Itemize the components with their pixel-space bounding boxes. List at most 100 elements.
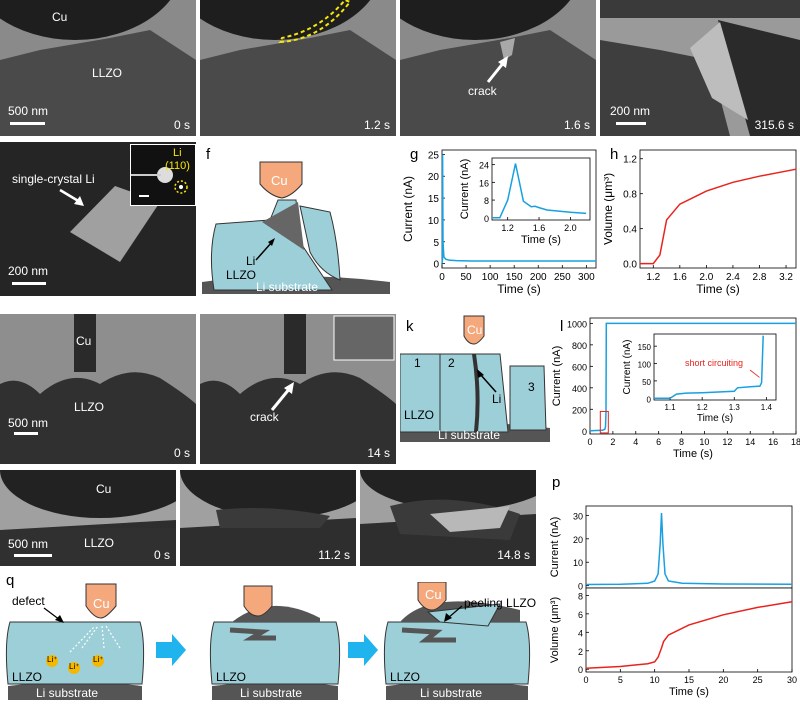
tem-e-li-label: single-crystal Li — [12, 172, 95, 186]
tem-d-drawing — [600, 0, 800, 136]
tem-a-drawing — [0, 0, 196, 136]
panel-label-g: g — [410, 146, 419, 163]
tem-image-m: Cu LLZO 500 nm 0 s — [0, 470, 176, 566]
schematic-f-li: Li — [246, 254, 256, 268]
chart-l-inset-xtick-label-1: 1.2 — [697, 403, 709, 412]
chart-h-xtick-label-0: 1.2 — [646, 272, 660, 283]
chart-l-xtick-label-6: 12 — [722, 437, 732, 447]
chart-g-inset-ytick-label-3: 24 — [479, 161, 489, 171]
chart-p-bottom-frame — [585, 587, 793, 673]
schematic-f-llzo: LLZO — [226, 268, 257, 282]
tem-a-time: 0 s — [173, 118, 190, 132]
panel-label-l: l — [560, 318, 564, 335]
chart-h-ylabel: Volume (μm³) — [604, 173, 615, 245]
schematic-q-li-ion-2 — [68, 662, 80, 674]
schematic-k-llzo: LLZO — [404, 408, 435, 422]
schematic-q-step-arrow-1 — [156, 634, 186, 666]
tem-a-llzo-label: LLZO — [92, 66, 123, 80]
tem-image-j: crack 14 s — [200, 314, 396, 464]
chart-g-xlabel: Time (s) — [497, 282, 541, 296]
tem-j-time: 14 s — [367, 446, 390, 460]
chart-l-xtick-label-9: 18 — [791, 437, 800, 447]
tem-n-drawing — [180, 470, 356, 566]
chart-l-ytick-label-3: 600 — [572, 362, 587, 372]
schematic-q-li-ion-label-1: Li⁺ — [47, 655, 58, 664]
chart-l-xtick-label-2: 4 — [633, 437, 638, 447]
chart-l-inset-annotation-arrow — [749, 369, 760, 378]
chart-l-xtick-label-5: 10 — [699, 437, 709, 447]
chart-l-xtick-label-0: 0 — [587, 437, 592, 447]
tem-b-drawing — [200, 0, 396, 136]
chart-l-zoom-box — [599, 410, 609, 434]
tem-image-n: 11.2 s — [180, 470, 356, 566]
chart-g-inset-xtick-label-0: 1.2 — [501, 223, 514, 233]
tem-o-time: 14.8 s — [497, 548, 530, 562]
schematic-k-drawing — [399, 315, 550, 442]
chart-l-inset-xtick-label-0: 1.1 — [664, 403, 676, 412]
chart-l-xtick-label-4: 8 — [679, 437, 684, 447]
chart-h-ytick-label-0: 0.0 — [623, 260, 637, 271]
chart-h-xtick-label-5: 3.2 — [779, 272, 793, 283]
tem-image-o: 14.8 s — [360, 470, 536, 566]
chart-h-xlabel: Time (s) — [696, 282, 740, 296]
chart-h-ytick-label-1: 0.4 — [623, 225, 637, 236]
chart-g-xtick-label-4: 200 — [530, 272, 547, 283]
chart-l-inset-frame — [653, 333, 777, 401]
schematic-k-cu: Cu — [467, 323, 483, 337]
chart-l-xtick-label-1: 2 — [610, 437, 615, 447]
chart-p-bottom-ytick-label-3: 6 — [578, 610, 583, 620]
schematic-k: Cu 1 2 3 Li LLZO Li substrate — [399, 314, 550, 446]
chart-l-xlabel: Time (s) — [673, 448, 713, 460]
chart-l-inset-xtick-label-2: 1.3 — [729, 403, 741, 412]
chart-l-ytick-label-1: 200 — [572, 405, 587, 415]
chart-l-xtick-label-7: 14 — [745, 437, 755, 447]
tem-i-time: 0 s — [173, 446, 190, 460]
chart-l-inset-ytick-label-2: 100 — [638, 361, 652, 370]
tem-e-inset-drawing — [131, 167, 188, 197]
tem-e-scale-bar — [12, 282, 46, 285]
chart-g-ylabel: Current (nA) — [402, 176, 415, 242]
chart-g-inset-xtick-label-2: 2.0 — [564, 223, 577, 233]
chart-g-inset-frame — [491, 157, 591, 221]
chart-p-bottom-xtick-label-4: 20 — [718, 675, 728, 685]
tem-a-scale-bar — [10, 122, 45, 125]
chart-g-ytick-label-1: 5 — [433, 238, 439, 249]
chart-l-inset-annotation: short circuiting — [685, 358, 743, 368]
tem-d-time: 315.6 s — [754, 118, 794, 132]
chart-p-bottom-xtick-label-3: 15 — [684, 675, 694, 685]
schematic-q-li-ion-label-2: Li⁺ — [69, 662, 80, 671]
chart-h-frame — [639, 149, 797, 269]
tem-m-scale-label: 500 nm — [8, 537, 49, 551]
tem-image-b: 1.2 s — [200, 0, 396, 136]
chart-g-ytick-label-4: 20 — [428, 172, 440, 183]
tem-image-c: crack 1.6 s — [400, 0, 596, 136]
tem-i-scale-bar — [14, 432, 38, 435]
schematic-q-cu-1: Cu — [93, 596, 110, 611]
schematic-k-li: Li — [492, 392, 502, 406]
schematic-q-defect: defect — [12, 594, 45, 608]
chart-g-xtick-label-6: 300 — [578, 272, 595, 283]
chart-g-inset-ytick-label-0: 0 — [484, 214, 489, 224]
chart-l-ytick-label-4: 800 — [572, 341, 587, 351]
chart-l-xtick-label-8: 16 — [768, 437, 778, 447]
schematic-q-li-ion-label-3: Li⁺ — [93, 655, 104, 664]
tem-e-scale-label: 200 nm — [8, 264, 49, 278]
chart-g: 0 50 100 150 200 250 300 0 5 10 15 20 25 Time (s) Curr… — [402, 149, 597, 296]
schematic-k-arrow — [479, 373, 497, 393]
chart-h-ytick-label-3: 1.2 — [623, 155, 637, 166]
chart-p-bottom-xlabel: Time (s) — [669, 686, 709, 698]
tem-i-cu-label: Cu — [76, 334, 92, 348]
chart-g-inset-series-line — [492, 163, 587, 219]
schematic-f-cu: Cu — [271, 173, 288, 188]
chart-g-ytick-label-5: 25 — [428, 150, 440, 161]
schematic-k-grain-2: 2 — [448, 356, 455, 370]
chart-g-inset-xtick-label-1: 1.6 — [533, 223, 546, 233]
chart-l-inset-ytick-label-0: 0 — [647, 395, 652, 404]
tem-image-d: 200 nm 315.6 s — [600, 0, 800, 136]
chart-g-ytick-label-2: 10 — [428, 216, 440, 227]
schematic-q-llzo-1: LLZO — [12, 670, 43, 684]
chart-g-xtick-label-5: 250 — [554, 272, 571, 283]
chart-h-xtick-label-3: 2.4 — [726, 272, 740, 283]
chart-p-top-ytick-label-3: 30 — [573, 511, 583, 521]
